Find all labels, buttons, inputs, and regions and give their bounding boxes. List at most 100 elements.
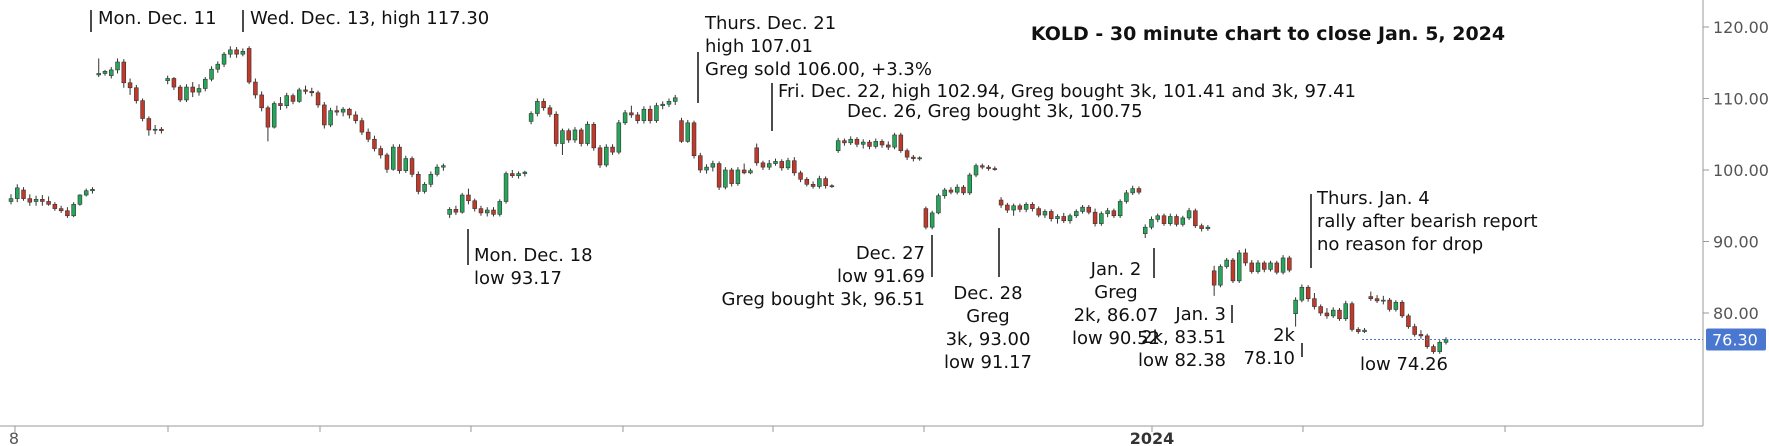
candle <box>1305 285 1311 302</box>
candle <box>967 172 972 196</box>
annotation-text: low 82.38 <box>1138 350 1226 371</box>
candle-body-down <box>21 189 26 199</box>
candle <box>372 135 377 152</box>
candle-body-down <box>553 113 559 144</box>
candle-body-up <box>1180 217 1186 225</box>
candle <box>954 184 960 195</box>
candle <box>1074 209 1079 218</box>
candle-body-up <box>522 171 528 174</box>
candle <box>8 194 14 205</box>
candle-body-down <box>27 198 33 203</box>
candle <box>96 58 101 78</box>
candle-body-down <box>1431 346 1436 352</box>
candle <box>109 67 114 79</box>
candle <box>271 101 277 129</box>
candle <box>1287 255 1292 273</box>
candle-body-up <box>428 173 434 185</box>
candle-body-down <box>1387 299 1392 310</box>
candle <box>1149 216 1154 230</box>
annotation: Dec. 26, Greg bought 3k, 100.75 <box>847 101 1143 122</box>
candle <box>892 132 897 150</box>
candle-body-up <box>1067 215 1073 222</box>
candle-body-up <box>654 105 659 121</box>
candle-body-up <box>422 184 427 192</box>
candle <box>610 144 615 155</box>
candle-body-up <box>1042 211 1048 216</box>
candle-body-down <box>1274 262 1280 273</box>
candle <box>591 122 597 151</box>
candle <box>710 160 716 172</box>
candle <box>942 187 947 199</box>
candle <box>1055 214 1060 224</box>
candle <box>177 84 183 103</box>
candle-body-up <box>1168 216 1173 224</box>
candle <box>723 167 728 190</box>
annotation: Mon. Dec. 11 <box>90 8 217 32</box>
candle-body-down <box>1061 216 1066 222</box>
candle <box>83 188 89 197</box>
candle-body-up <box>1099 213 1104 224</box>
candle <box>1330 307 1336 319</box>
annotation-text: Greg bought 3k, 96.51 <box>722 289 925 310</box>
candle <box>472 198 477 212</box>
y-tick-label: 100.00 <box>1713 161 1769 180</box>
candle <box>90 187 95 194</box>
candle <box>1111 208 1117 218</box>
candle <box>1318 304 1323 316</box>
candle-body-down <box>798 172 803 180</box>
candle-body-up <box>1280 257 1286 273</box>
candle-body-up <box>102 71 108 74</box>
candle-body-up <box>96 73 101 76</box>
candle-body-down <box>1349 303 1355 330</box>
candle-body-down <box>886 144 891 148</box>
annotation: low 74.26 <box>1360 354 1448 375</box>
candle-body-up <box>572 129 578 141</box>
candle-body-up <box>83 190 89 196</box>
candle <box>40 195 45 206</box>
candle <box>553 111 559 147</box>
candle-body-up <box>90 189 95 192</box>
candle-body-up <box>616 122 622 153</box>
candle-body-up <box>1124 192 1129 202</box>
candle-body-down <box>1048 211 1054 219</box>
candle-body-up <box>1142 226 1148 234</box>
candle <box>572 127 578 143</box>
candle-body-down <box>1005 204 1010 211</box>
candle <box>1130 185 1135 196</box>
candle <box>1092 208 1098 227</box>
candle-body-up <box>660 103 665 106</box>
candle <box>1218 264 1223 288</box>
candle <box>409 156 415 178</box>
annotation-text: 2k, 86.07 <box>1074 305 1159 326</box>
candle-body-up <box>1055 216 1060 219</box>
candle-body-down <box>1356 329 1361 332</box>
candle-body-up <box>297 89 302 102</box>
candle-body-down <box>134 87 139 101</box>
candle-body-up <box>1205 226 1211 229</box>
x-tick-label: 8 <box>9 429 19 446</box>
candle-body-up <box>835 140 841 151</box>
candle <box>459 192 465 214</box>
candle-body-up <box>1149 219 1154 228</box>
candle <box>1030 202 1035 212</box>
candle <box>654 102 659 123</box>
candle-body-down <box>854 138 860 145</box>
candle <box>948 187 954 195</box>
candle <box>679 117 684 143</box>
candle <box>365 128 371 143</box>
candle <box>541 98 546 111</box>
candle <box>184 84 189 103</box>
candle-body-down <box>365 131 371 140</box>
candle <box>146 116 152 136</box>
candle <box>121 59 127 88</box>
candle-body-up <box>785 160 791 169</box>
candle-body-up <box>860 141 866 145</box>
candle-body-up <box>109 69 114 76</box>
candle-body-down <box>597 147 603 166</box>
candle <box>1224 257 1229 269</box>
candle <box>278 97 283 110</box>
candle-body-down <box>760 162 766 168</box>
